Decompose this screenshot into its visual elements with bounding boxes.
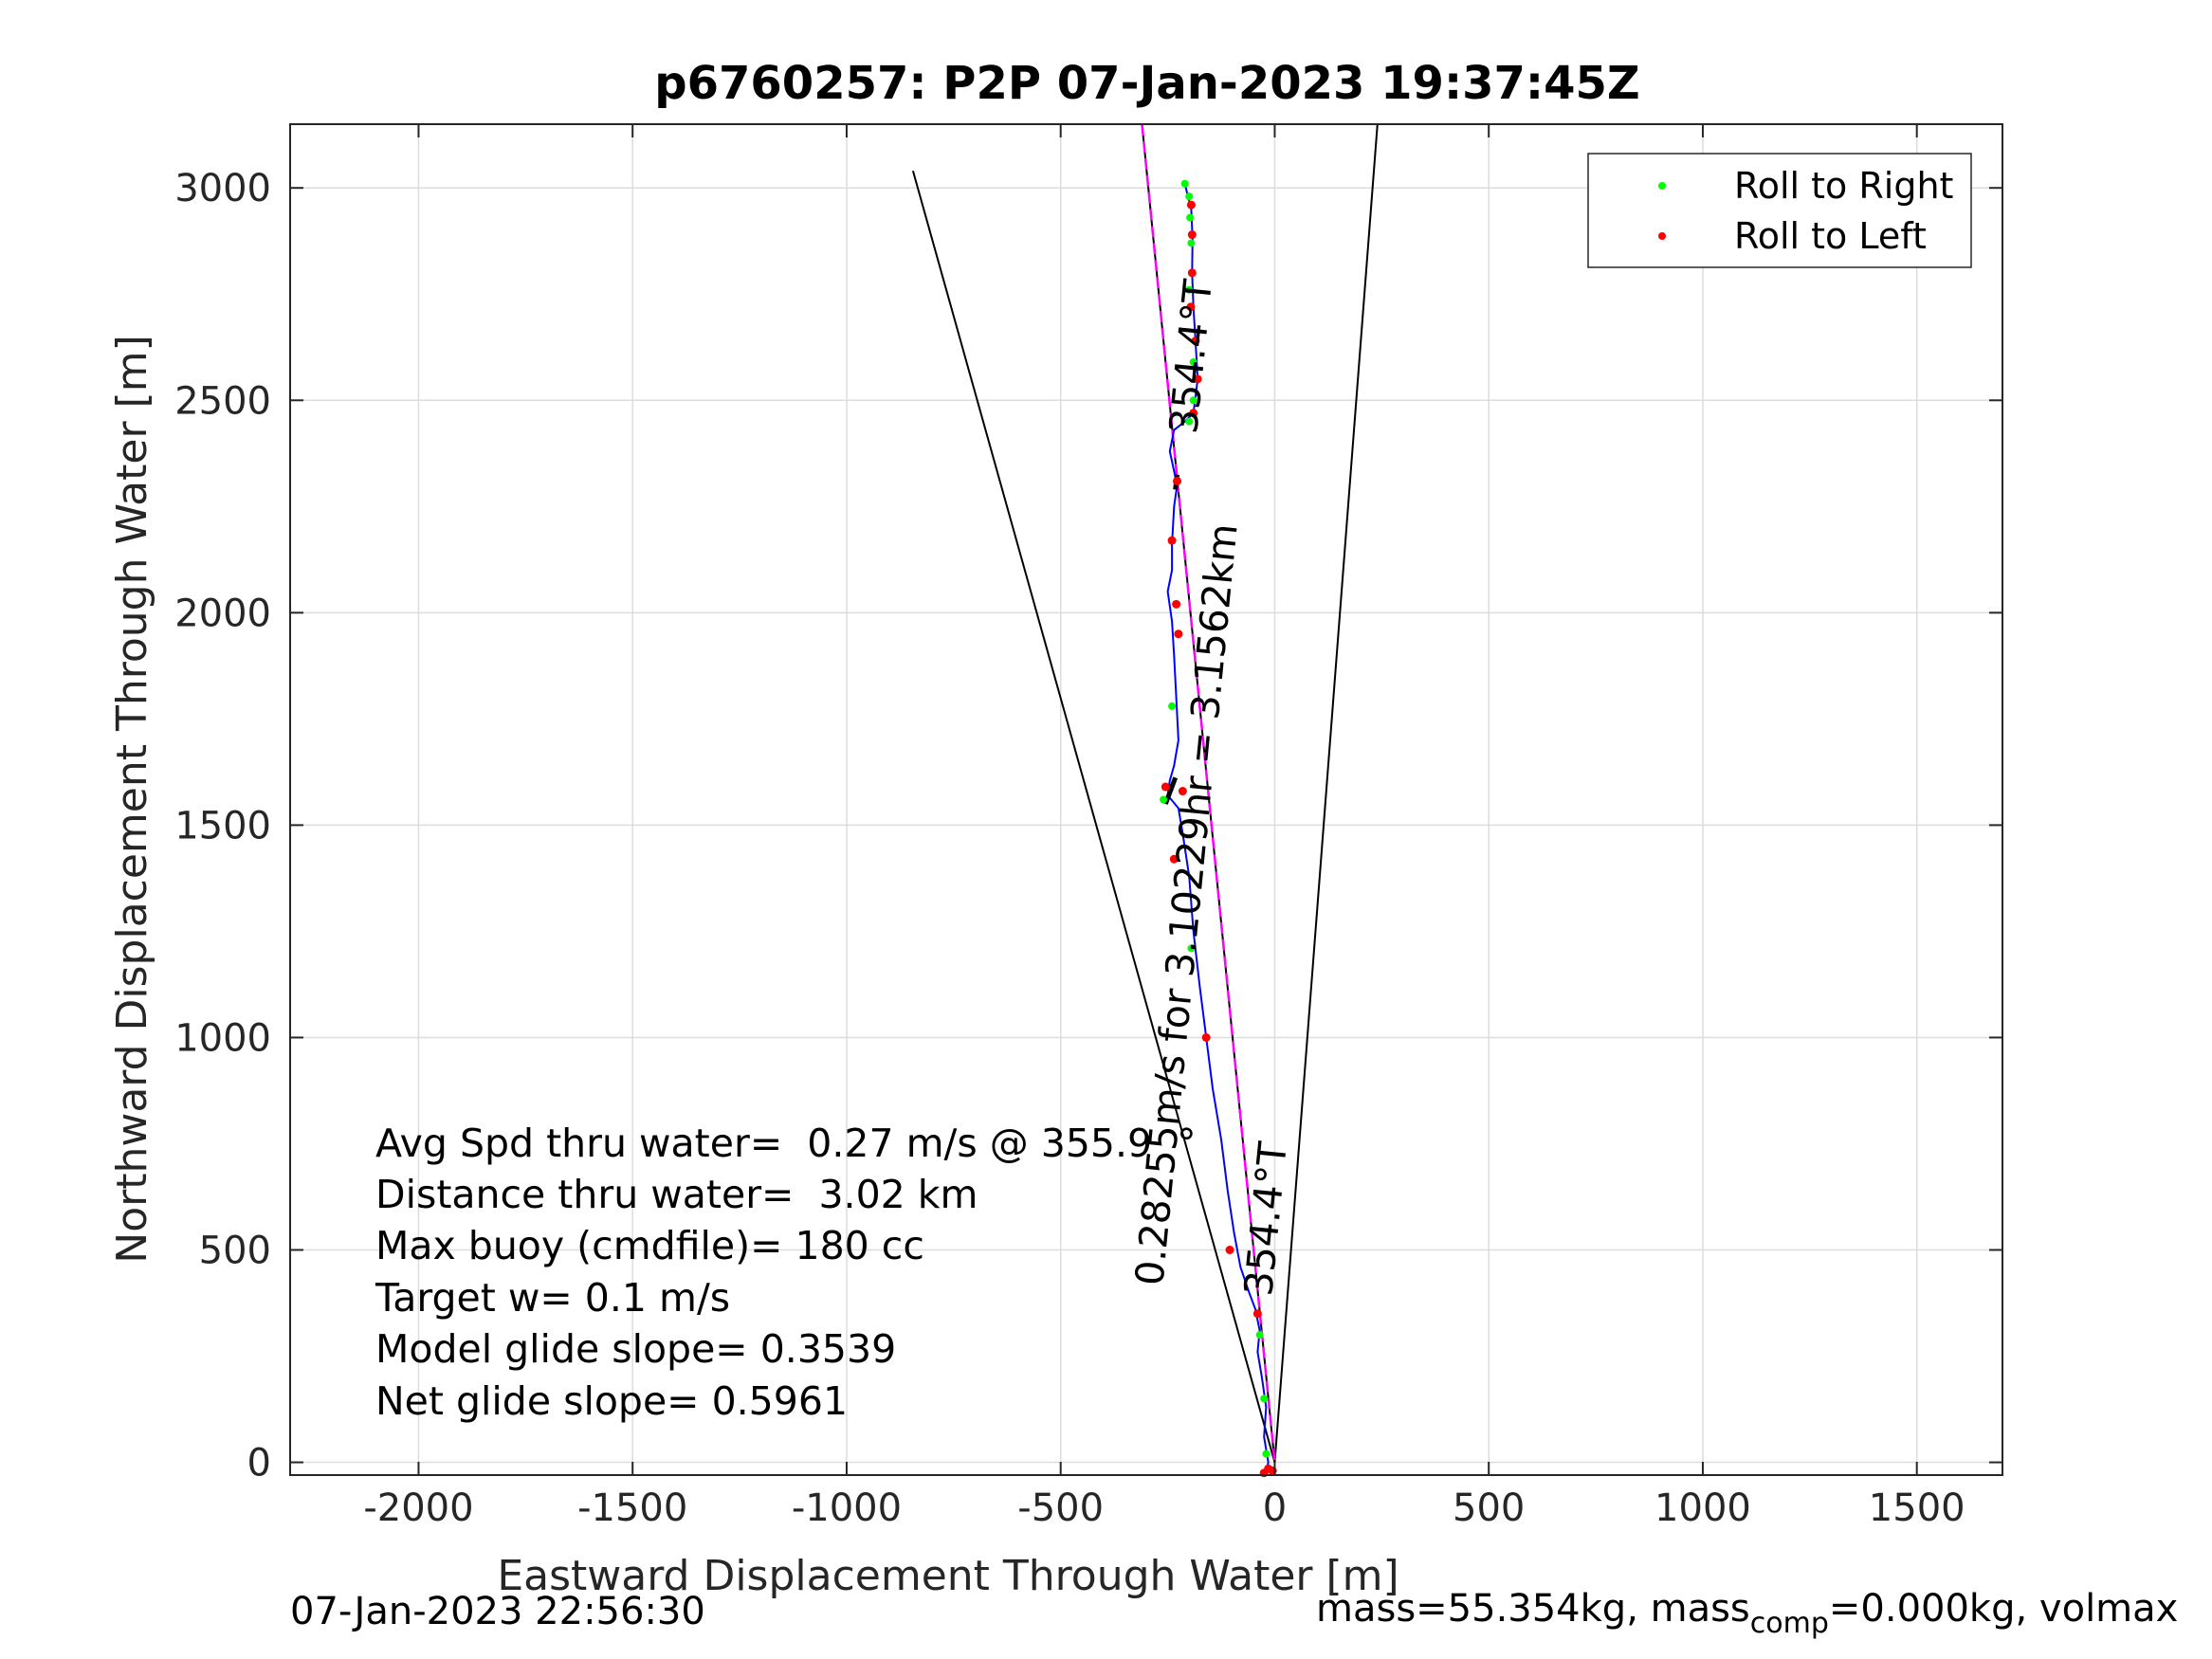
cone-line <box>1273 123 1379 1463</box>
roll-right-point <box>1168 702 1177 710</box>
footer-mass-text: mass=55.354kg, mass <box>1316 1587 1750 1631</box>
roll-right-point <box>1189 396 1197 405</box>
roll-left-point <box>1187 268 1197 278</box>
legend-box <box>1587 153 1972 268</box>
legend-marker-right <box>1658 182 1666 190</box>
roll-points <box>1160 179 1277 1478</box>
roll-left-point <box>1174 629 1183 639</box>
annotation-avg-speed: Avg Spd thru water= 0.27 m/s @ 355.9 ° <box>375 1121 1197 1166</box>
roll-left-point <box>1187 230 1197 240</box>
course-lines <box>911 123 1379 1463</box>
roll-left-point <box>1186 200 1196 210</box>
footer-mass-tail: =0.000kg, volmax <box>1829 1587 2178 1631</box>
annotation-net-glide: Net glide slope= 0.5961 <box>375 1378 848 1424</box>
roll-right-point <box>1187 239 1196 247</box>
y-tick-label: 3000 <box>174 167 271 210</box>
annotation-model-glide: Model glide slope= 0.3539 <box>375 1326 896 1372</box>
roll-right-point <box>1180 179 1189 188</box>
roll-right-point <box>1189 357 1197 366</box>
x-tick-label: 1000 <box>1654 1486 1751 1530</box>
roll-left-point <box>1252 1309 1262 1319</box>
x-tick-label: 500 <box>1453 1486 1525 1530</box>
y-tick-label: 2000 <box>174 592 271 635</box>
x-tick-label: 1500 <box>1869 1486 1965 1530</box>
roll-right-point <box>1255 1331 1264 1340</box>
roll-left-point <box>1167 536 1177 545</box>
legend-label-left: Roll to Left <box>1734 215 1927 257</box>
course-line-dashed <box>1141 123 1276 1463</box>
roll-left-point <box>1191 337 1200 346</box>
roll-right-point <box>1260 1395 1269 1403</box>
x-tick-label: -500 <box>1017 1486 1104 1530</box>
roll-right-point <box>1185 417 1194 426</box>
roll-left-point <box>1201 1032 1211 1042</box>
legend-marker-left <box>1658 232 1666 240</box>
x-axis-label: Eastward Displacement Through Water [m] <box>497 1552 1398 1600</box>
annotation-max-buoy: Max buoy (cmdfile)= 180 cc <box>375 1223 924 1268</box>
y-tick-label: 0 <box>247 1442 271 1486</box>
roll-right-point <box>1185 192 1194 201</box>
y-axis-label: Northward Displacement Through Water [m] <box>108 335 156 1263</box>
chart-title: p6760257: P2P 07-Jan-2023 19:37:45Z <box>654 57 1639 110</box>
roll-left-point <box>1172 599 1181 609</box>
roll-left-point <box>1161 782 1170 792</box>
cone-line <box>911 171 1276 1463</box>
legend: Roll to Right Roll to Left <box>1587 153 1972 268</box>
roll-left-point <box>1173 476 1182 485</box>
legend-label-right: Roll to Right <box>1734 165 1953 207</box>
footer-date: 07-Jan-2023 22:56:30 <box>290 1590 705 1633</box>
roll-right-point <box>1185 285 1194 294</box>
roll-left-point <box>1169 854 1179 864</box>
tick-layer: -2000 -1500 -1000 -500 0 500 1000 1500 0 500 1000 1… <box>174 124 2002 1530</box>
roll-right-point <box>1160 795 1168 804</box>
y-tick-label: 1500 <box>174 804 271 848</box>
x-tick-label: -1500 <box>577 1486 687 1530</box>
roll-left-point <box>1189 409 1198 418</box>
roll-left-point <box>1178 787 1187 796</box>
roll-left-point <box>1186 302 1196 312</box>
roll-right-point <box>1186 213 1195 222</box>
roll-left-point <box>1193 374 1202 384</box>
roll-left-point <box>1225 1246 1234 1254</box>
annotation-target-w: Target w= 0.1 m/s <box>375 1275 730 1321</box>
footer-mass: mass=55.354kg, masscomp=0.000kg, volmax <box>1316 1587 2178 1640</box>
x-tick-label: -2000 <box>363 1486 473 1530</box>
roll-right-point <box>1262 1449 1271 1458</box>
y-tick-label: 500 <box>199 1230 271 1273</box>
x-tick-label: 0 <box>1263 1486 1287 1530</box>
stats-annotations: Avg Spd thru water= 0.27 m/s @ 355.9 ° D… <box>375 1121 1197 1424</box>
footer-mass-sub: comp <box>1750 1607 1829 1640</box>
grid <box>290 124 2002 1475</box>
x-tick-label: -1000 <box>792 1486 902 1530</box>
plot-frame <box>289 123 2003 1476</box>
roll-right-point <box>1187 944 1196 953</box>
y-tick-label: 1000 <box>174 1016 271 1060</box>
annotation-distance: Distance thru water= 3.02 km <box>375 1172 978 1217</box>
y-tick-label: 2500 <box>174 379 271 423</box>
